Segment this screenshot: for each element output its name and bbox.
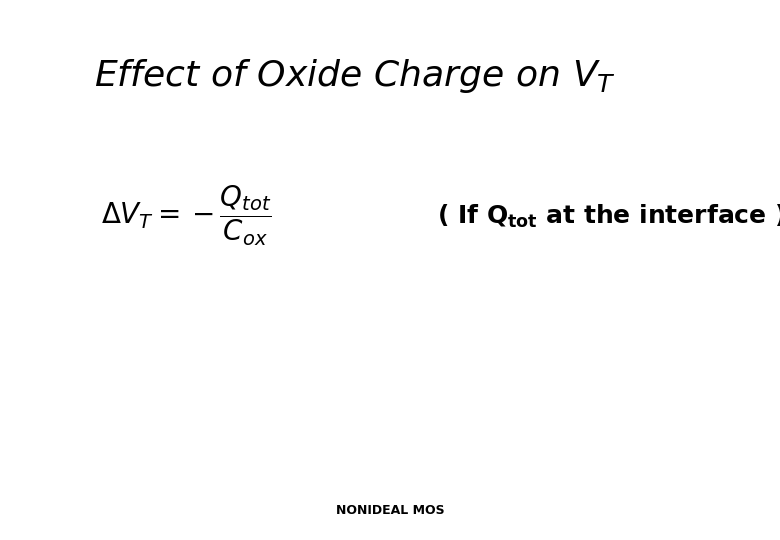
- Text: NONIDEAL MOS: NONIDEAL MOS: [335, 504, 445, 517]
- Text: $\Delta V_T = -\dfrac{Q_{tot}}{C_{ox}}$: $\Delta V_T = -\dfrac{Q_{tot}}{C_{ox}}$: [101, 184, 272, 248]
- Text: $\mathbf{\mathit{Effect\ of\ Oxide\ Charge\ on}}$ $\boldsymbol{V_T}$: $\mathbf{\mathit{Effect\ of\ Oxide\ Char…: [94, 57, 615, 94]
- Text: ( If Q$_\mathregular{tot}$ at the interface ): ( If Q$_\mathregular{tot}$ at the interf…: [437, 202, 780, 230]
